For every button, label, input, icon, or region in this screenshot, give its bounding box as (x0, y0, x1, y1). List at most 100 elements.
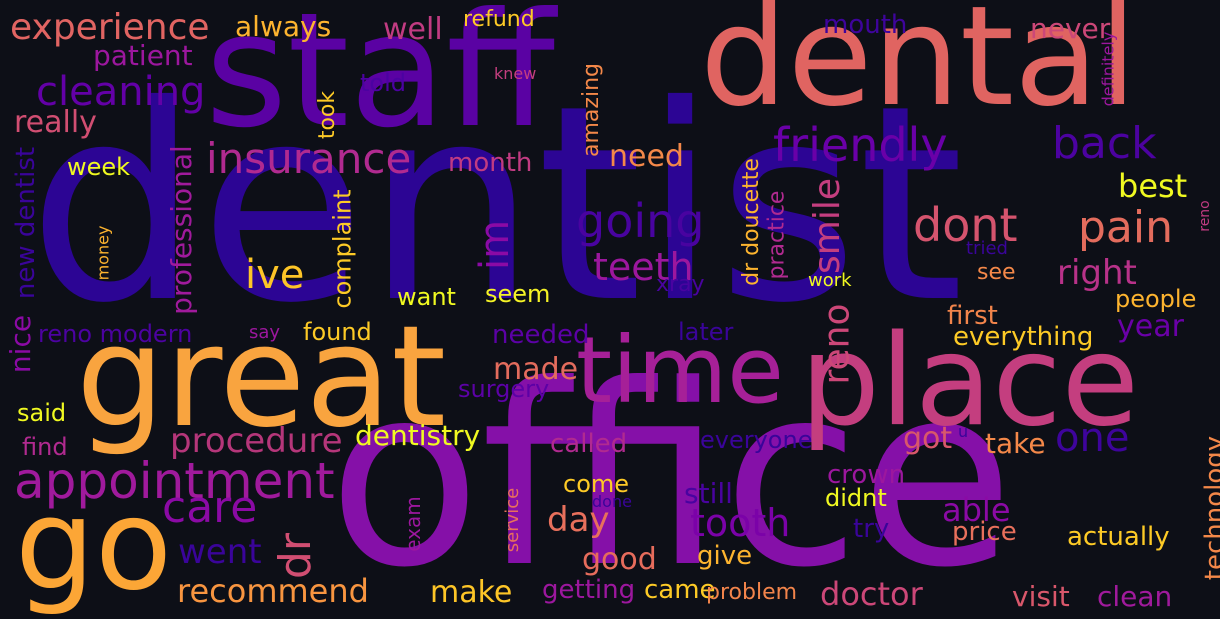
word-needed: needed (492, 320, 590, 350)
word-practice: practice (764, 190, 790, 280)
word-right: right (1057, 253, 1137, 293)
word-reno-modern: reno modern (38, 320, 193, 348)
word-later: later (678, 318, 734, 346)
word-didnt: didnt (825, 484, 887, 512)
word-recommend: recommend (177, 572, 369, 610)
word-always: always (235, 10, 332, 43)
word-took: took (315, 90, 341, 140)
word-good: good (582, 542, 657, 577)
word-called: called (550, 429, 628, 459)
word-place: place (800, 307, 1139, 454)
word-service: technology (1200, 435, 1220, 581)
word-give: give (697, 541, 753, 571)
word-really: really (14, 105, 97, 140)
word-going: going (576, 194, 705, 248)
word-visit: visit (1012, 580, 1070, 613)
word-find: find (22, 433, 68, 461)
word-want: want (397, 283, 456, 311)
word-insurance: insurance (206, 134, 412, 183)
word-dr: dr (270, 532, 322, 580)
word-work: exam (400, 496, 425, 552)
word-one: one (1055, 415, 1130, 461)
word-complaint: complaint (328, 189, 357, 309)
word-year: year (1117, 309, 1184, 344)
word-people: people (1115, 285, 1197, 313)
word-told: told (360, 69, 406, 97)
word-knew: knew (494, 64, 537, 83)
word-pain: pain (1078, 202, 1174, 253)
word-im: im (472, 219, 519, 271)
word-refund: refund (463, 7, 535, 32)
word-getting: getting (542, 575, 636, 605)
word-actually: actually (1067, 522, 1170, 552)
word-still: still (684, 477, 733, 510)
word-reno-small: tried (966, 238, 1008, 259)
word-seem: seem (485, 280, 551, 308)
word-money: money (93, 225, 113, 281)
word-everyone: everyone (700, 426, 813, 454)
word-got: got (903, 421, 953, 456)
word-able: able (942, 491, 1011, 529)
word-everything: everything (953, 322, 1094, 352)
word-teeth: teeth (593, 245, 694, 289)
word-cleaning: cleaning (36, 69, 206, 115)
word-made: made (493, 352, 579, 387)
word-technology: definitely (1098, 31, 1118, 107)
word-great: great (76, 296, 447, 459)
word-appointment: appointment (14, 452, 335, 510)
word-reno: reno (816, 303, 858, 385)
word-price: price (952, 517, 1017, 547)
word-see: see (977, 260, 1016, 285)
word-try: try (853, 514, 890, 544)
word-dentist: dentist (28, 47, 965, 362)
word-went: went (178, 532, 262, 572)
word-go: go (15, 471, 173, 618)
word-dont: dont (913, 198, 1018, 252)
word-amazing: amazing (578, 63, 604, 157)
word-professional: professional (164, 145, 198, 315)
word-dentistry: dentistry (355, 419, 481, 452)
word-first: first (947, 301, 998, 331)
word-tooth: tooth (690, 501, 791, 545)
word-friendly: friendly (773, 118, 948, 172)
word-xray: xray (656, 272, 705, 297)
word-said: said (17, 399, 67, 427)
word-smile: smile (806, 178, 848, 274)
word-clean: clean (1097, 580, 1173, 613)
word-crown: crown (827, 460, 906, 490)
word-back: back (1052, 118, 1157, 169)
word-office: office (328, 331, 1014, 619)
word-time: time (576, 317, 784, 424)
word-staff: staff (205, 0, 555, 163)
word-u: u (958, 422, 969, 441)
word-say: say (249, 322, 281, 343)
word-doctor: doctor (820, 575, 923, 613)
word-dr-doucette: dr doucette (738, 158, 764, 286)
word-nice: nice (4, 314, 38, 374)
word-never: never (1030, 12, 1111, 45)
word-well: well (383, 12, 443, 47)
word-best: best (1118, 167, 1188, 205)
word-tried: service (502, 487, 524, 553)
word-month: month (448, 148, 533, 178)
word-mouth: mouth (823, 10, 908, 40)
word-procedure: procedure (170, 421, 343, 461)
word-need: need (609, 139, 684, 174)
word-come: come (563, 470, 630, 498)
word-definitely: work (808, 270, 852, 291)
word-new-dentist: new dentist (11, 146, 42, 300)
word-surgery: surgery (458, 375, 550, 403)
word-found: found (303, 318, 372, 346)
word-take: take (985, 427, 1046, 460)
word-care: care (162, 482, 258, 533)
word-dental: dental (700, 0, 1137, 137)
word-make: make (430, 575, 513, 610)
word-came: came (644, 575, 716, 605)
word-patient: patient (93, 39, 193, 72)
word-done: done (592, 492, 632, 511)
word-day: day (547, 500, 610, 540)
word-week: week (67, 153, 131, 181)
word-exam: reno (1196, 200, 1213, 232)
word-problem: problem (706, 580, 798, 605)
